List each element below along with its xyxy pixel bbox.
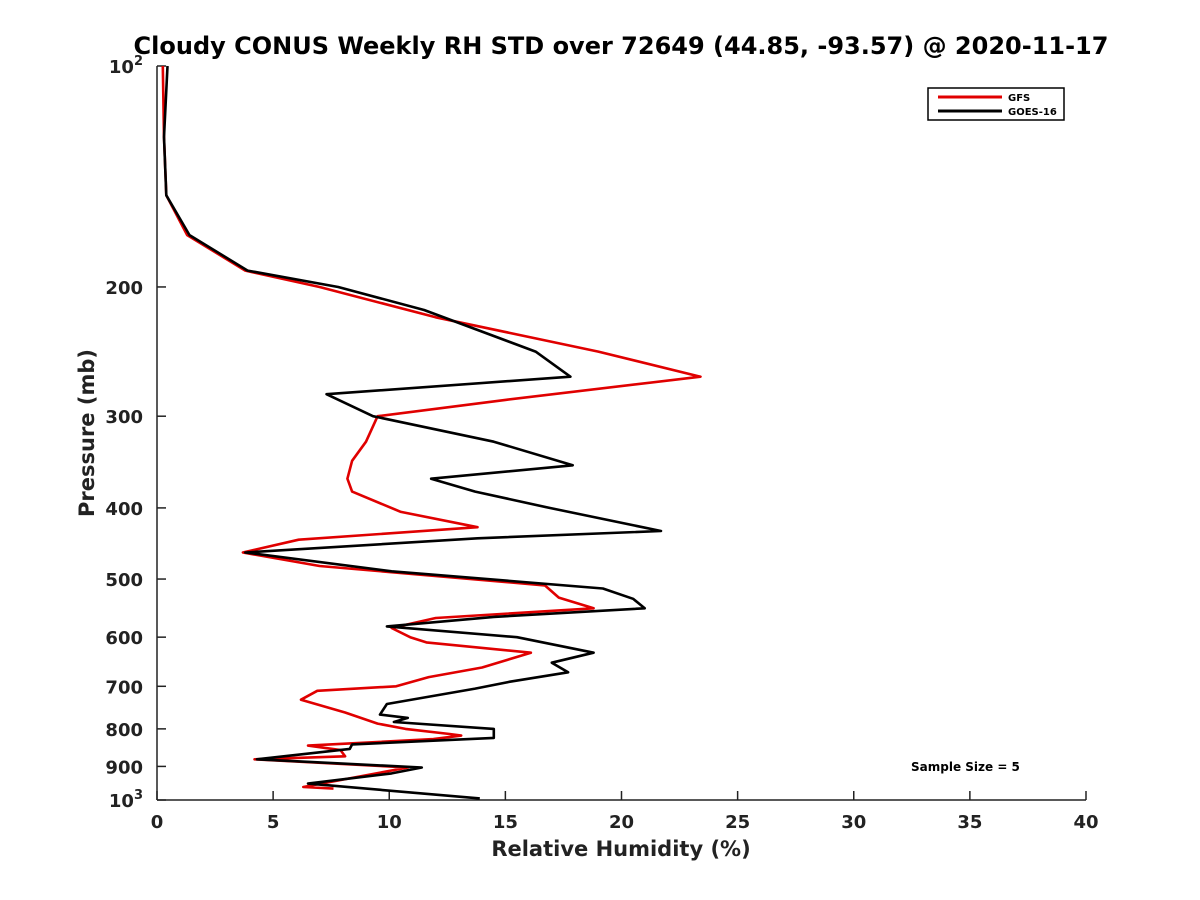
legend-box <box>927 87 1065 121</box>
y-tick-label: 102 <box>109 54 143 78</box>
series-line-goes-16 <box>162 65 663 800</box>
y-tick-label: 300 <box>105 407 143 428</box>
series-layer <box>161 65 702 800</box>
x-tick-label: 25 <box>725 812 750 833</box>
y-tick-label: 103 <box>109 788 143 812</box>
y-tick-label: 600 <box>105 628 143 649</box>
sample-size-annotation: Sample Size = 5 <box>911 760 1020 774</box>
x-tick-label: 15 <box>493 812 518 833</box>
y-tick-label: 700 <box>105 677 143 698</box>
x-tick-label: 35 <box>957 812 982 833</box>
legend-label-goes: GOES-16 <box>1008 107 1057 118</box>
x-tick-label: 30 <box>841 812 866 833</box>
y-tick-label: 800 <box>105 720 143 741</box>
y-tick-label: 200 <box>105 278 143 299</box>
x-tick-label: 40 <box>1073 812 1098 833</box>
series-line-gfs <box>161 65 702 790</box>
x-tick-label: 20 <box>609 812 634 833</box>
x-tick-label: 0 <box>151 812 164 833</box>
legend: GFS GOES-16 <box>927 87 1065 121</box>
x-tick-label: 5 <box>267 812 280 833</box>
y-axis-label: Pressure (mb) <box>75 349 99 517</box>
chart-title: Cloudy CONUS Weekly RH STD over 72649 (4… <box>134 32 1109 60</box>
y-ticks: 102 200 300 400 500 600 700 800 900 103 <box>105 54 166 812</box>
x-axis-label: Relative Humidity (%) <box>491 837 750 861</box>
y-tick-label: 500 <box>105 570 143 591</box>
x-ticks: 0 5 10 15 20 25 30 35 40 <box>151 791 1099 833</box>
plot-axes <box>156 66 1086 801</box>
y-tick-label: 900 <box>105 757 143 778</box>
legend-label-gfs: GFS <box>1008 93 1030 104</box>
x-tick-label: 10 <box>377 812 402 833</box>
y-tick-label: 400 <box>105 499 143 520</box>
